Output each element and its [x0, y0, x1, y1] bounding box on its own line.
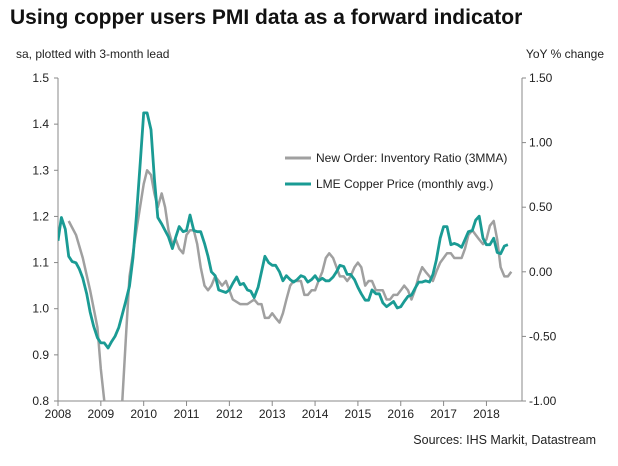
x-tick-label: 2016	[387, 407, 414, 421]
y-left-tick-label: 0.9	[32, 348, 49, 362]
x-tick-label: 2013	[259, 407, 286, 421]
right-axis-subtitle: YoY % change	[525, 47, 604, 61]
y-right-tick-label: -1.00	[529, 394, 557, 408]
y-left-tick-label: 1.3	[32, 163, 49, 177]
y-left-tick-label: 1.4	[32, 117, 49, 131]
chart-title: Using copper users PMI data as a forward…	[10, 6, 523, 29]
x-tick-label: 2017	[430, 407, 457, 421]
y-left-tick-label: 0.8	[32, 394, 49, 408]
x-tick-label: 2009	[87, 407, 114, 421]
series-line-new-order-inventory-ratio	[67, 169, 513, 401]
x-tick-label: 2014	[302, 407, 329, 421]
x-tick-label: 2012	[216, 407, 243, 421]
y-right-tick-label: 1.00	[529, 136, 553, 150]
y-right-tick-label: 1.50	[529, 71, 553, 85]
series-line-lme-copper-price	[58, 111, 509, 350]
left-axis-subtitle: sa, plotted with 3-month lead	[16, 47, 170, 61]
y-right-tick-label: 0.50	[529, 200, 553, 214]
x-tick-label: 2018	[473, 407, 500, 421]
y-right-tick-label: 0.00	[529, 265, 553, 279]
source-note: Sources: IHS Markit, Datastream	[413, 433, 596, 447]
x-tick-label: 2008	[45, 407, 72, 421]
y-right-tick-label: -0.50	[529, 329, 557, 343]
x-tick-label: 2011	[174, 407, 200, 421]
y-left-tick-label: 1.2	[32, 209, 49, 223]
x-tick-label: 2010	[130, 407, 157, 421]
legend-label: New Order: Inventory Ratio (3MMA)	[316, 151, 507, 165]
x-tick-label: 2015	[345, 407, 372, 421]
y-left-tick-label: 1.5	[32, 71, 49, 85]
y-left-tick-label: 1.0	[32, 302, 49, 316]
legend-label: LME Copper Price (monthly avg.)	[316, 177, 493, 191]
y-left-tick-label: 1.1	[32, 256, 49, 270]
